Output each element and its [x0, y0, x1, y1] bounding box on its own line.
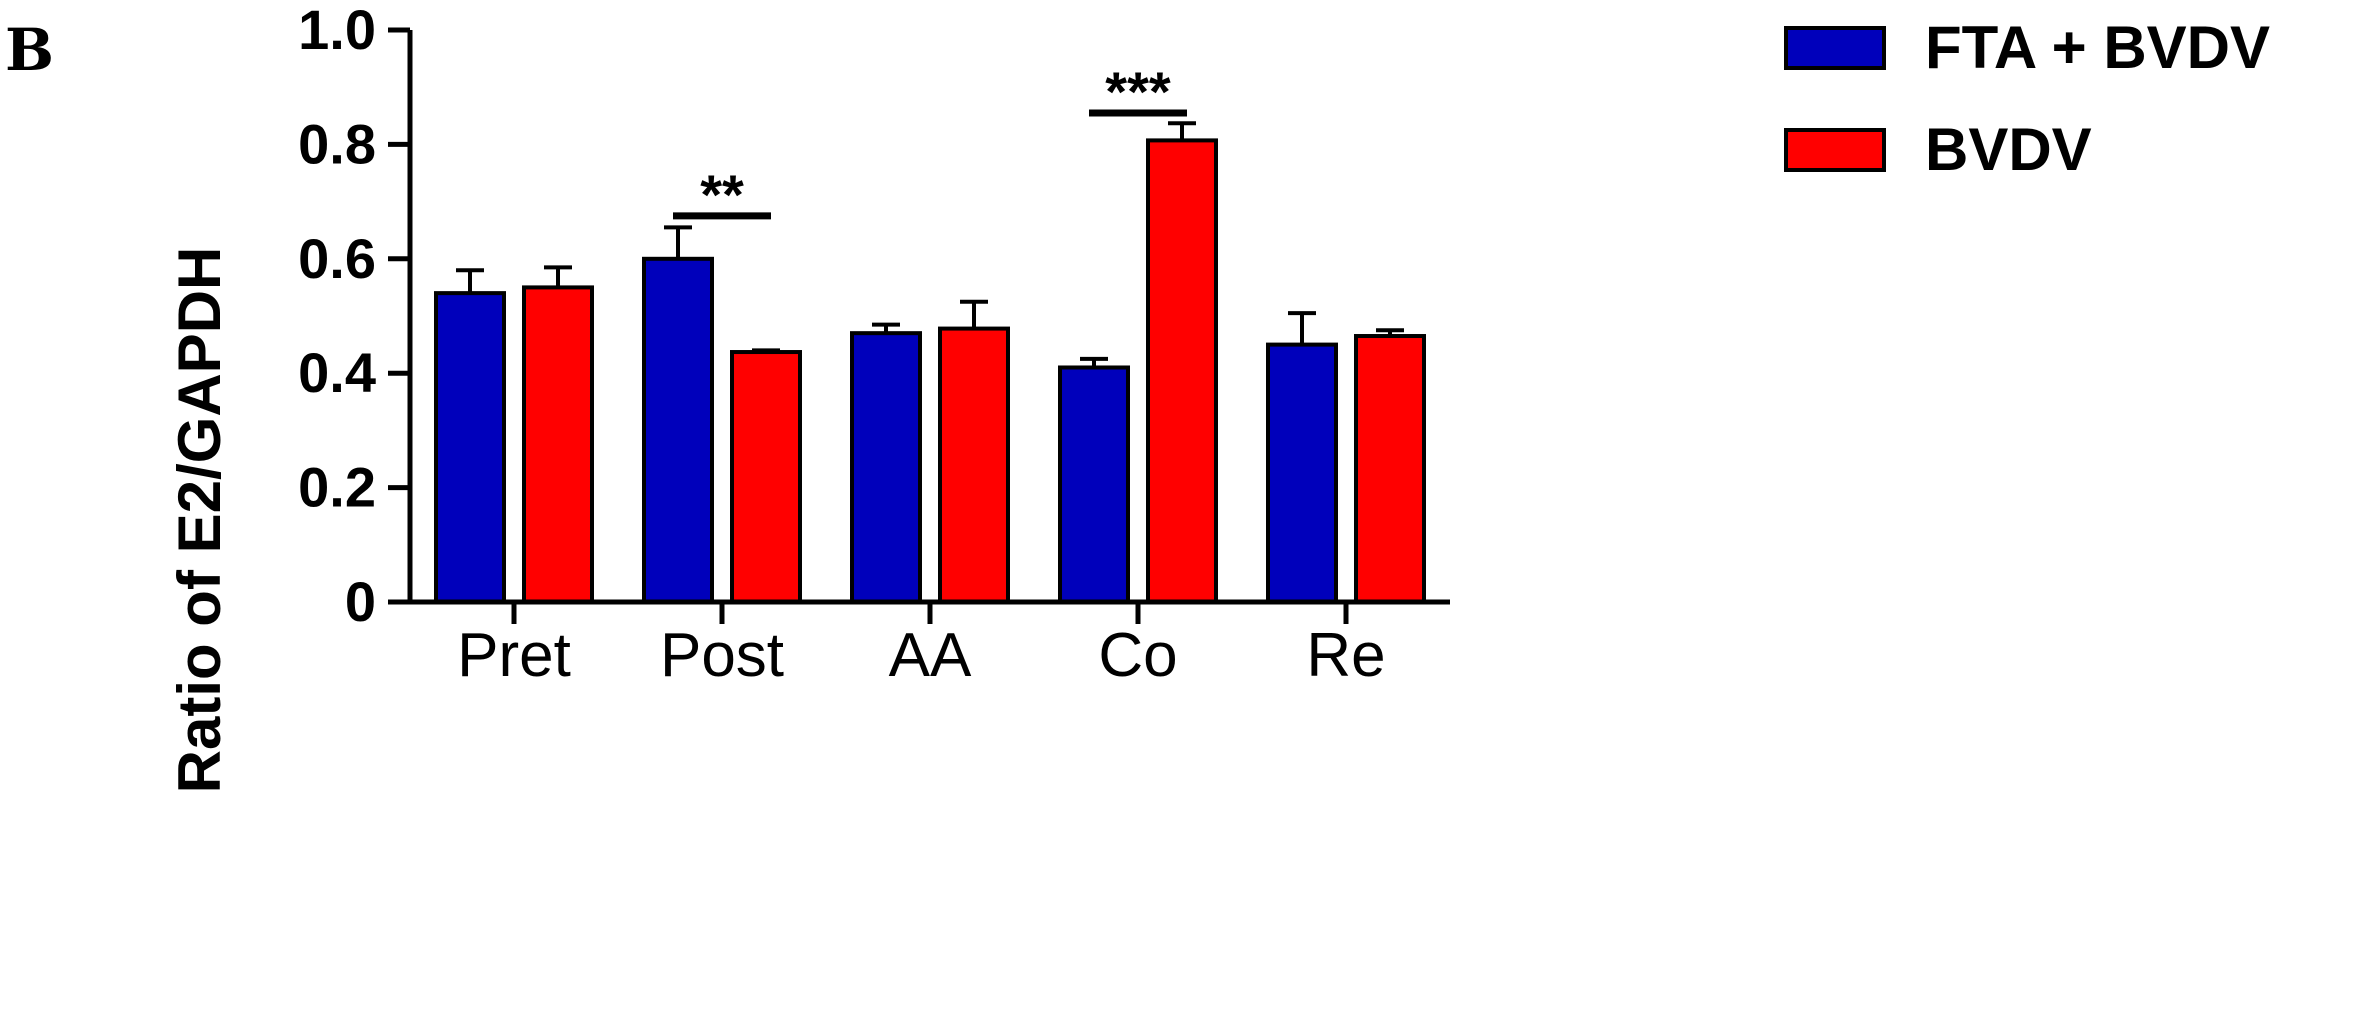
- y-tick-label: 0.2: [298, 456, 376, 519]
- bar-post-series-2: [730, 350, 802, 605]
- x-category-label: Post: [660, 621, 784, 690]
- error-bars: [456, 121, 1404, 368]
- bar-co-series-2: [1146, 138, 1218, 604]
- y-tick-label: 0: [345, 570, 376, 633]
- y-axis-ticks: 0 0.2 0.4 0.6 0.8 1.0: [298, 0, 410, 633]
- bar-pret-series-1: [434, 291, 506, 604]
- x-category-label: Re: [1306, 621, 1385, 690]
- significance-label: ***: [1105, 60, 1171, 123]
- legend-label-series-2: BVDV: [1925, 116, 2092, 183]
- significance-label: **: [700, 163, 744, 226]
- bar-re-series-1: [1266, 342, 1338, 604]
- y-axis-label: Ratio of E2/GAPDH: [166, 247, 233, 794]
- bar-re-series-2: [1354, 334, 1426, 604]
- bar-aa-series-2: [938, 326, 1010, 604]
- legend: FTA + BVDV BVDV: [1784, 14, 2270, 183]
- x-axis-categories: Pret Post AA Co Re: [457, 602, 1386, 690]
- y-tick-label: 0.6: [298, 227, 376, 290]
- x-category-label: Pret: [457, 621, 571, 690]
- legend-swatch-series-2: [1784, 128, 1886, 172]
- y-tick-label: 0.8: [298, 112, 376, 175]
- legend-swatch-series-1: [1784, 26, 1886, 70]
- significance-markers: *****: [673, 60, 1187, 226]
- x-category-label: AA: [889, 621, 972, 690]
- bar-pret-series-2: [522, 285, 594, 604]
- bar-post-series-1: [642, 256, 714, 604]
- y-tick-label: 0.4: [298, 341, 376, 404]
- legend-label-series-1: FTA + BVDV: [1925, 14, 2270, 81]
- bar-aa-series-1: [850, 331, 922, 604]
- panel-letter: B: [5, 16, 54, 84]
- bar-co-series-1: [1058, 365, 1130, 605]
- x-category-label: Co: [1098, 621, 1177, 690]
- bars: [434, 138, 1426, 605]
- y-tick-label: 1.0: [298, 0, 376, 61]
